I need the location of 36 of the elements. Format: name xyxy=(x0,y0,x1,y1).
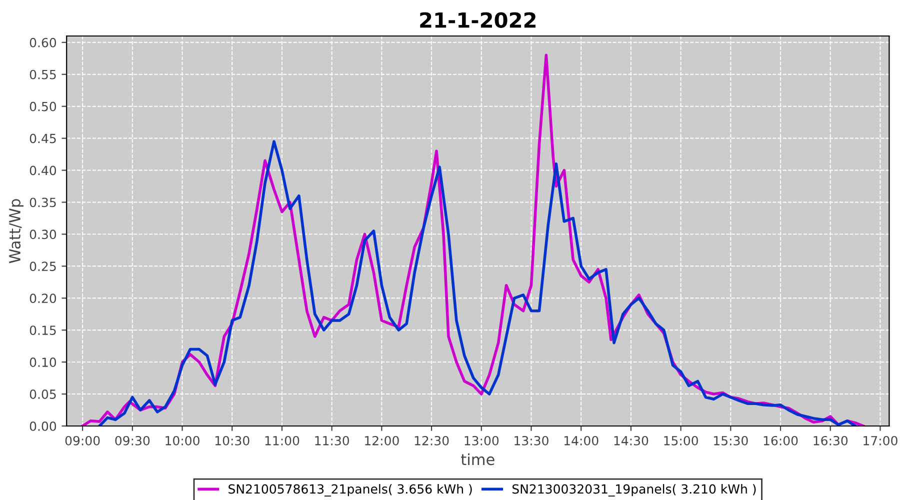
y-tick-label: 0.55 xyxy=(30,70,56,80)
x-tick-label: 17:00 xyxy=(864,436,898,446)
x-tick-label: 16:30 xyxy=(814,436,848,446)
y-tick-label: 0.40 xyxy=(30,166,56,176)
x-tick-label: 12:00 xyxy=(365,436,399,446)
y-tick-label: 0.00 xyxy=(30,421,56,431)
x-tick-label: 09:00 xyxy=(65,436,100,446)
x-tick-label: 15:00 xyxy=(664,436,698,446)
y-tick-label: 0.35 xyxy=(30,198,56,208)
y-tick-label: 0.05 xyxy=(30,390,56,399)
chart-title: 21-1-2022 xyxy=(420,12,536,28)
x-tick-label: 10:00 xyxy=(166,436,200,446)
x-tick-label: 12:30 xyxy=(414,436,449,446)
x-tick-label: 16:00 xyxy=(764,436,798,446)
y-axis-title: Watt/Wp xyxy=(9,199,24,264)
x-tick-label: 13:30 xyxy=(514,436,548,446)
y-tick-label: 0.10 xyxy=(30,358,56,367)
x-tick-label: 15:30 xyxy=(714,436,748,446)
y-tick-label: 0.25 xyxy=(30,262,56,272)
y-tick-label: 0.45 xyxy=(30,134,56,144)
y-tick-label: 0.50 xyxy=(30,102,56,112)
y-tick-label: 0.30 xyxy=(30,230,56,240)
x-tick-label: 11:30 xyxy=(315,436,350,446)
x-tick-label: 13:00 xyxy=(464,436,499,446)
x-axis-title: time xyxy=(461,453,494,466)
legend-label: SN2130032031_19panels( 3.210 kWh ) xyxy=(512,484,756,496)
x-tick-label: 14:30 xyxy=(614,436,648,446)
y-tick-label: 0.20 xyxy=(30,294,56,304)
legend-label: SN2100578613_21panels( 3.656 kWh ) xyxy=(228,484,472,496)
x-tick-label: 09:30 xyxy=(115,436,150,446)
x-tick-label: 10:30 xyxy=(215,436,250,446)
x-tick-label: 14:00 xyxy=(564,436,598,446)
y-tick-label: 0.15 xyxy=(30,326,56,336)
x-tick-label: 11:00 xyxy=(265,436,300,446)
line-series xyxy=(98,140,857,426)
y-tick-label: 0.60 xyxy=(30,38,56,48)
